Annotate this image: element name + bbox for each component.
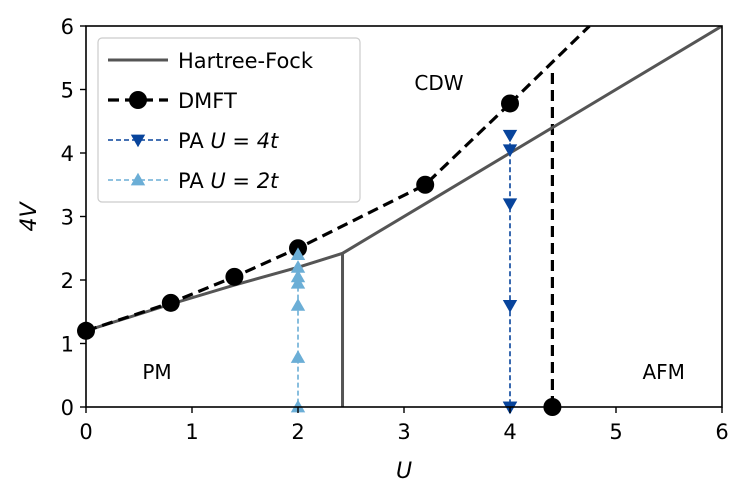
legend: Hartree-Fock DMFT PA U = 4t PA U = 2t (97, 37, 361, 203)
data-point-3-5 (290, 350, 306, 363)
boundary-line-1 (508, 26, 591, 105)
legend-label-1: DMFT (178, 89, 237, 113)
data-point-1-2 (225, 267, 244, 286)
data-point-2-0 (502, 129, 518, 143)
data-point-2-3 (502, 300, 518, 313)
region-label-1: PM (142, 360, 171, 384)
x-tick-label-5: 5 (609, 420, 622, 444)
legend-label-0: Hartree-Fock (178, 49, 314, 73)
data-point-1-1 (161, 293, 180, 312)
data-point-3-2 (290, 269, 306, 283)
y-axis-label: 4V (17, 201, 42, 232)
legend-marker-3 (130, 172, 146, 186)
y-tick-label-2: 2 (61, 269, 74, 293)
region-label-2: AFM (642, 360, 684, 384)
data-point-3-4 (290, 298, 306, 311)
y-tick-label-5: 5 (61, 79, 74, 103)
x-axis-label: U (396, 459, 412, 484)
data-point-3-1 (290, 260, 306, 273)
data-point-2-2 (502, 198, 518, 211)
data-point-3-0 (290, 247, 306, 260)
y-tick-label-3: 3 (61, 206, 74, 230)
legend-marker-2 (130, 134, 146, 148)
data-point-1-5 (501, 94, 519, 113)
x-tick-label-6: 6 (715, 420, 728, 444)
y-tick-label-1: 1 (61, 333, 74, 357)
x-tick-label-1: 1 (185, 420, 198, 444)
y-tick-label-4: 4 (61, 142, 74, 166)
x-tick-label-3: 3 (397, 420, 410, 444)
series-line-0 (86, 26, 722, 333)
data-point-1-4 (416, 175, 435, 194)
y-tick-label-0: 0 (61, 396, 74, 420)
x-tick-label-0: 0 (79, 420, 92, 444)
data-point-3-6 (290, 399, 306, 413)
legend-label-3: PA U = 2t (178, 169, 279, 193)
legend-marker-1 (129, 91, 147, 109)
axes: 0 1 2 3 4 5 6 0 1 2 3 4 5 6 (61, 15, 729, 444)
data-point-3-3 (290, 275, 306, 289)
legend-box (97, 37, 361, 203)
series-line-1 (86, 102, 512, 333)
x-tick-label-2: 2 (291, 420, 304, 444)
y-tick-label-6: 6 (61, 15, 74, 39)
x-tick-label-4: 4 (503, 420, 516, 444)
region-label-0: CDW (414, 71, 463, 95)
legend-label-2: PA U = 4t (178, 129, 279, 153)
data-point-2-1 (502, 144, 518, 158)
